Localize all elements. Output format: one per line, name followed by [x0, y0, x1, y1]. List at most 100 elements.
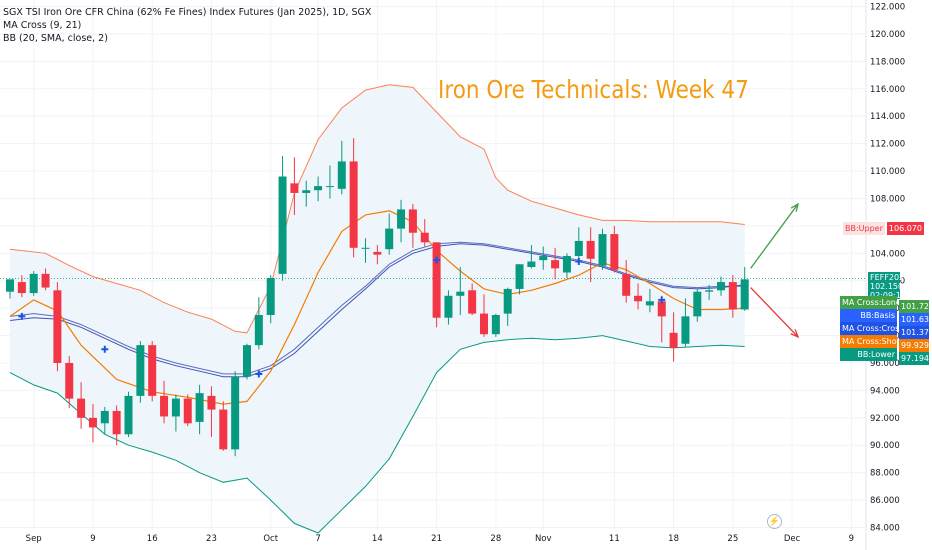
time-tick-label: 18	[668, 534, 679, 544]
price-tick-label: 114.000	[870, 112, 905, 122]
projection-down-arrow-head	[790, 329, 800, 339]
candle-body	[562, 256, 571, 273]
candle-body	[728, 282, 737, 310]
time-tick-label: 7	[315, 534, 320, 544]
price-tick-label: 122.000	[870, 3, 905, 13]
candle-body	[503, 288, 512, 314]
ma-short-value: 99.929	[899, 339, 929, 352]
long-ma-line	[9, 243, 745, 378]
candle-body	[515, 264, 524, 289]
bollinger-bands	[9, 84, 745, 534]
candle-body	[219, 409, 228, 450]
time-tick-label: 21	[431, 534, 442, 544]
candle-body	[148, 345, 157, 396]
time-tick-label: 11	[609, 534, 620, 544]
candle-body	[278, 176, 287, 274]
price-tag-price: 102.150	[870, 282, 904, 291]
bb-indicator-label[interactable]: BB (20, SMA, close, 2)	[3, 33, 108, 44]
candle-body	[408, 209, 417, 233]
projection-up-arrow	[750, 203, 799, 269]
ma-cross-value: 101.379	[899, 326, 932, 339]
projection-up-arrow-head	[790, 202, 800, 212]
time-tick-label: 16	[147, 534, 158, 544]
candle-body	[669, 332, 678, 348]
candle-body	[361, 247, 370, 249]
price-tick-label: 104.000	[870, 249, 905, 259]
price-tick-label: 94.000	[870, 386, 900, 396]
candle-body	[266, 277, 275, 315]
bb-fill	[10, 84, 745, 533]
bb-upper-line	[9, 84, 745, 334]
candle-body	[432, 242, 441, 318]
time-tick-label: 23	[206, 534, 217, 544]
price-tick-label: 118.000	[870, 57, 905, 67]
candle-body	[657, 301, 666, 317]
time-tick-label: 9	[90, 534, 95, 544]
ma-cross-tag: MA Cross:Cross101.379	[840, 322, 932, 339]
candle-body	[444, 295, 453, 318]
ma-short-tag: MA Cross:Short MA99.929	[840, 335, 929, 352]
candle-body	[681, 316, 690, 344]
candle-body	[112, 410, 121, 435]
candle-body	[349, 161, 358, 248]
bb-basis-label: BB:Basis	[840, 309, 897, 322]
candle-body	[551, 260, 560, 269]
time-tick-label: Dec	[784, 534, 801, 544]
chart-headline: Iron Ore Technicals: Week 47	[438, 75, 749, 104]
candle-body	[41, 273, 50, 288]
price-tick-label: 96.000	[870, 359, 900, 369]
candle-body	[491, 314, 500, 335]
price-tick-label: 108.000	[870, 194, 905, 204]
candle-body	[29, 273, 38, 294]
bb-lower-tag: BB:Lower 97.194	[840, 348, 929, 365]
bb-basis-line	[9, 241, 745, 375]
ma-cross-label: MA Cross:Cross	[840, 322, 897, 335]
time-tick-label: Nov	[535, 534, 552, 544]
ma-cross-marker	[658, 296, 666, 304]
candle-body	[740, 279, 749, 310]
price-tag-symbol: FEFF2025	[870, 273, 910, 282]
candles[interactable]	[6, 138, 749, 457]
projection-down-arrow	[750, 287, 799, 338]
time-axis[interactable]: Sep 9 16 23 Oct 7 14 21 28 Nov 11 18 25 Dec 9	[26, 534, 854, 544]
bb-basis-tag: BB:Basis 101.632	[840, 309, 932, 326]
last-price-tag: FEFF2025 102.150 02:09:18	[868, 272, 910, 300]
candle-body	[705, 290, 714, 292]
candle-body	[314, 186, 323, 191]
candle-body	[231, 376, 240, 450]
candle-body	[65, 362, 74, 399]
price-axis[interactable]: 84.000 86.000 88.000 90.000 92.000 94.000 96.0…	[870, 3, 905, 534]
candle-body	[598, 234, 607, 266]
lightning-icon[interactable]: ⚡	[767, 514, 782, 529]
candle-body	[586, 240, 595, 259]
candle-body	[527, 261, 536, 267]
ma-cross-marker	[255, 370, 263, 378]
price-tick-label: 92.000	[870, 414, 900, 424]
candle-body	[290, 183, 299, 193]
ma-cross-marker	[101, 345, 109, 353]
projection-arrows	[750, 202, 800, 339]
price-tick-label: 120.000	[870, 30, 905, 40]
candle-body	[717, 282, 725, 291]
candle-body	[574, 240, 583, 257]
symbol-title[interactable]: SGX TSI Iron Ore CFR China (62% Fe Fines…	[3, 7, 372, 18]
candle-body	[456, 291, 465, 296]
candle-body	[171, 398, 180, 417]
price-tick-label: 116.000	[870, 85, 905, 95]
time-tick-label: 28	[490, 534, 501, 544]
candle-body	[610, 234, 619, 270]
candle-body	[302, 190, 311, 193]
price-tick-label: 84.000	[870, 524, 900, 534]
candle-body	[88, 417, 97, 428]
candle-body	[160, 395, 169, 417]
candle-body	[397, 209, 406, 229]
candle-body	[539, 256, 548, 261]
ma-cross-indicator-label[interactable]: MA Cross (9, 21)	[3, 20, 82, 31]
bb-lower-line	[9, 335, 745, 534]
candle-body	[243, 345, 251, 377]
ma-short-label: MA Cross:Short MA	[840, 335, 897, 348]
candle-body	[468, 290, 477, 314]
bb-upper-value: 106.070	[886, 222, 924, 235]
time-tick-label: 14	[372, 534, 383, 544]
